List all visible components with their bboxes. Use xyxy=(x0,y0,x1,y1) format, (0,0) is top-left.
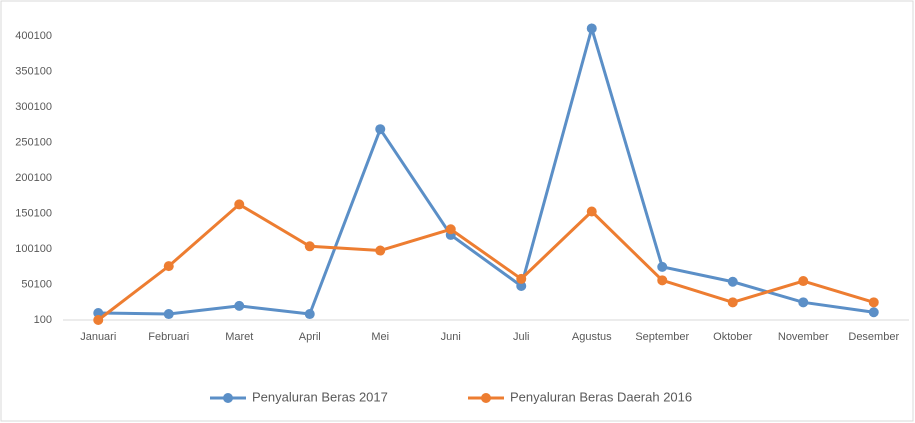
x-tick-label: Maret xyxy=(225,331,253,343)
data-point xyxy=(304,309,315,320)
data-point xyxy=(798,276,809,287)
legend-label: Penyaluran Beras 2017 xyxy=(252,389,388,404)
x-tick-label: Januari xyxy=(80,331,116,343)
y-tick-label: 100100 xyxy=(15,243,52,255)
x-tick-label: November xyxy=(778,331,829,343)
data-point xyxy=(868,307,879,318)
x-tick-label: September xyxy=(635,331,689,343)
data-point xyxy=(657,261,668,272)
data-point xyxy=(727,276,738,287)
x-tick-label: Februari xyxy=(148,331,189,343)
data-point xyxy=(163,309,174,320)
y-tick-label: 350100 xyxy=(15,66,52,78)
data-point xyxy=(93,307,104,318)
x-tick-label: Oktober xyxy=(713,331,752,343)
data-point xyxy=(516,273,527,284)
y-tick-label: 400100 xyxy=(15,30,52,42)
x-tick-label: Juni xyxy=(441,331,461,343)
x-tick-label: April xyxy=(299,331,321,343)
series-line xyxy=(98,22,874,316)
data-point xyxy=(375,245,386,256)
legend-label: Penyaluran Beras Daerah 2016 xyxy=(510,389,692,404)
y-tick-label: 150100 xyxy=(15,207,52,219)
data-point xyxy=(445,224,456,235)
data-point xyxy=(93,315,104,325)
y-tick-label: 100 xyxy=(34,314,52,326)
data-point xyxy=(516,281,527,292)
data-point xyxy=(657,275,668,286)
data-point xyxy=(375,124,386,135)
legend-marker xyxy=(481,393,491,403)
series-line xyxy=(97,202,875,322)
x-tick-label: Juli xyxy=(513,331,530,343)
data-point xyxy=(304,241,315,252)
data-point xyxy=(234,300,245,311)
y-tick-label: 300100 xyxy=(15,101,52,113)
data-point xyxy=(868,297,879,308)
y-tick-label: 50100 xyxy=(21,278,52,290)
data-point xyxy=(234,199,245,210)
data-point xyxy=(586,23,597,34)
data-point xyxy=(586,206,597,217)
x-tick-label: Agustus xyxy=(572,331,612,343)
data-point xyxy=(163,261,174,272)
y-tick-label: 250100 xyxy=(15,137,52,149)
legend-marker xyxy=(223,393,233,403)
x-tick-label: Mei xyxy=(371,331,389,343)
data-point xyxy=(798,297,809,308)
x-tick-label: Desember xyxy=(848,331,899,343)
y-tick-label: 200100 xyxy=(15,172,52,184)
data-point xyxy=(727,297,738,308)
